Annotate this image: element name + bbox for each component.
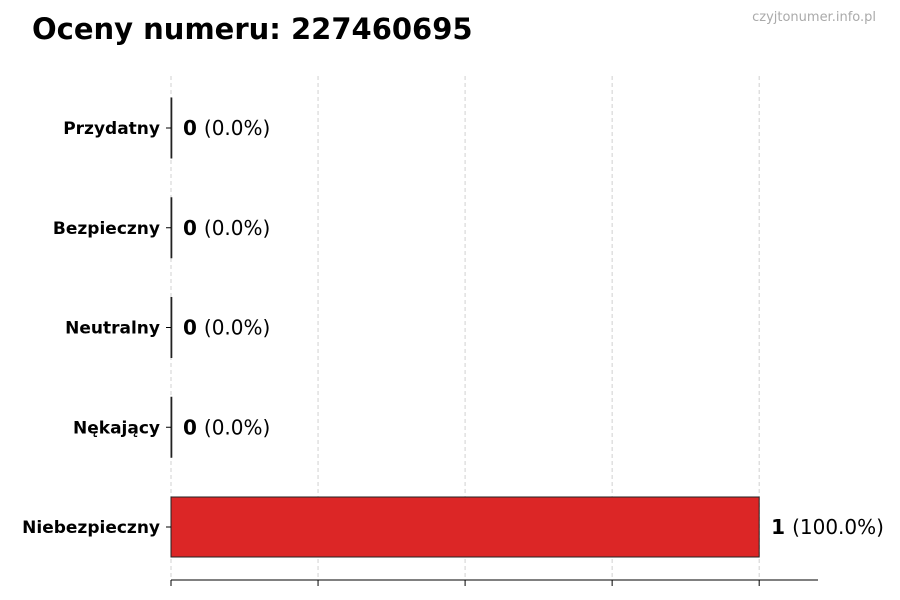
category-label: Neutralny xyxy=(65,319,160,339)
bar-neutralny xyxy=(170,297,173,358)
data-label: 0 (0.0%) xyxy=(183,216,270,240)
bar-nękający xyxy=(170,396,173,458)
category-label: Nękający xyxy=(73,418,160,438)
watermark: czyjtonumer.info.pl xyxy=(752,10,876,25)
bar-przydatny xyxy=(170,97,173,159)
category-label: Przydatny xyxy=(63,119,160,139)
category-label: Niebezpieczny xyxy=(22,518,160,538)
data-label: 1 (100.0%) xyxy=(771,515,884,539)
category-label: Bezpieczny xyxy=(53,219,160,239)
bar-niebezpieczny xyxy=(170,496,760,558)
data-label: 0 (0.0%) xyxy=(183,316,270,340)
data-label: 0 (0.0%) xyxy=(183,415,270,439)
chart-title: Oceny numeru: 227460695 xyxy=(32,12,473,46)
bar-bezpieczny xyxy=(170,197,173,259)
data-label: 0 (0.0%) xyxy=(183,116,270,140)
